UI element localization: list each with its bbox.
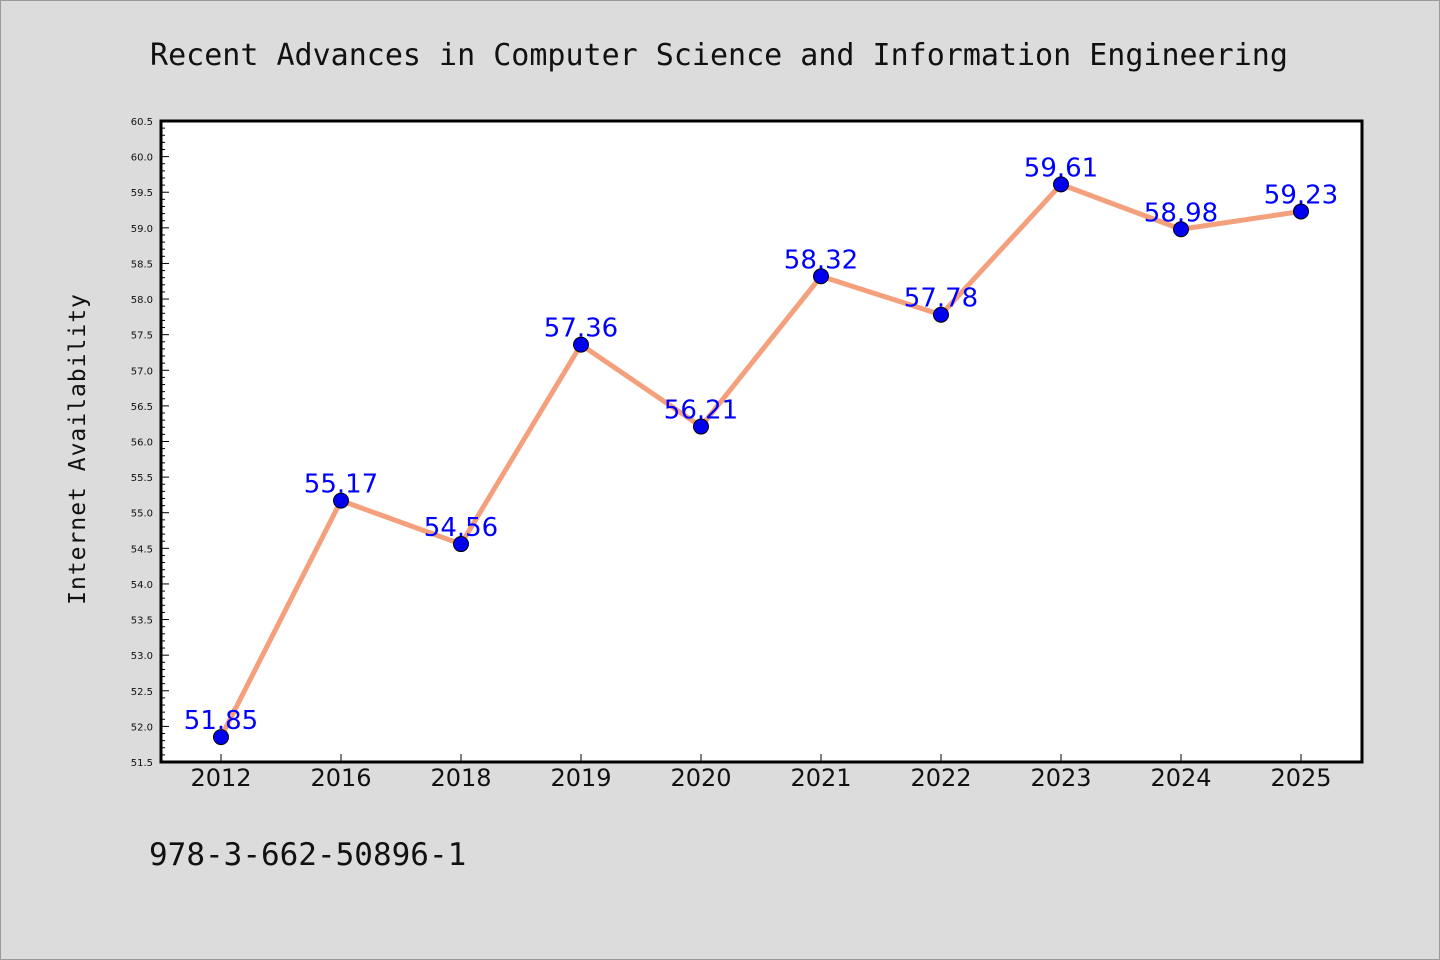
data-point — [933, 306, 949, 323]
x-tick-label: 2021 — [790, 764, 851, 792]
y-tick-label: 53.5 — [131, 616, 153, 627]
data-point — [1293, 203, 1309, 220]
data-label: 58.32 — [784, 245, 858, 275]
marker-layer — [213, 176, 1309, 746]
data-point — [213, 729, 229, 746]
y-tick-label: 54.5 — [131, 544, 153, 555]
x-tick-label: 2020 — [670, 764, 731, 792]
data-point — [1173, 221, 1189, 238]
x-tick-label: 2024 — [1150, 764, 1211, 792]
plot-area — [161, 121, 1362, 762]
y-tick-label: 51.5 — [131, 758, 153, 769]
y-tick-label: 52.5 — [131, 687, 153, 698]
y-tick-label: 54.0 — [131, 580, 153, 591]
x-tick-label: 2023 — [1030, 764, 1091, 792]
chart-title: Recent Advances in Computer Science and … — [150, 38, 1288, 73]
data-label: 56.21 — [664, 396, 738, 426]
footer-isbn: 978-3-662-50896-1 — [149, 837, 466, 873]
y-tick-label: 55.0 — [131, 509, 153, 520]
data-label: 58.98 — [1144, 198, 1218, 228]
y-tick-label: 58.0 — [131, 295, 153, 306]
x-tick-label: 2022 — [910, 764, 971, 792]
data-label: 51.85 — [184, 706, 258, 736]
y-tick-label: 56.5 — [131, 402, 153, 413]
data-label: 59.23 — [1264, 180, 1338, 210]
plot-frame — [159, 119, 1364, 764]
y-tick-label: 55.5 — [131, 473, 153, 484]
series-layer — [218, 181, 1304, 740]
series-line — [218, 181, 1304, 740]
y-tick-label: 59.5 — [131, 188, 153, 199]
data-label: 54.56 — [424, 513, 498, 543]
y-tick-label: 59.0 — [131, 224, 153, 235]
data-point — [813, 268, 829, 285]
y-tick-label: 60.5 — [131, 117, 153, 128]
y-axis-ticks: 51.5 52.0 52.5 53.0 53.5 54.0 54.5 55.0 55.5 56.0… — [131, 117, 169, 769]
y-tick-label: 57.0 — [131, 366, 153, 377]
data-point — [573, 336, 589, 353]
y-tick-label: 53.0 — [131, 651, 153, 662]
data-point — [1053, 176, 1069, 193]
y-tick-label: 58.5 — [131, 259, 153, 270]
x-tick-label: 2019 — [550, 764, 611, 792]
y-tick-label: 60.0 — [131, 153, 153, 164]
data-label: 55.17 — [304, 470, 378, 500]
y-tick-label: 52.0 — [131, 722, 153, 733]
x-tick-label: 2016 — [310, 764, 371, 792]
y-tick-label: 56.0 — [131, 438, 153, 449]
data-label-layer: 51.85 55.17 54.56 57.36 56.21 58.32 57.78 59.61… — [184, 153, 1338, 736]
y-tick-label: 57.5 — [131, 331, 153, 342]
data-point — [333, 492, 349, 509]
x-tick-label: 2025 — [1270, 764, 1331, 792]
y-axis-label: Internet Availability — [65, 293, 91, 605]
x-tick-label: 2018 — [430, 764, 491, 792]
x-tick-label: 2012 — [190, 764, 251, 792]
data-label: 57.78 — [904, 284, 978, 314]
data-label: 59.61 — [1024, 153, 1098, 183]
data-point — [693, 418, 709, 435]
data-point — [453, 536, 469, 553]
x-axis-ticks: 2012 2016 2018 2019 2020 2021 2022 2023 2024 2025 — [190, 754, 1332, 792]
data-label: 57.36 — [544, 314, 618, 344]
